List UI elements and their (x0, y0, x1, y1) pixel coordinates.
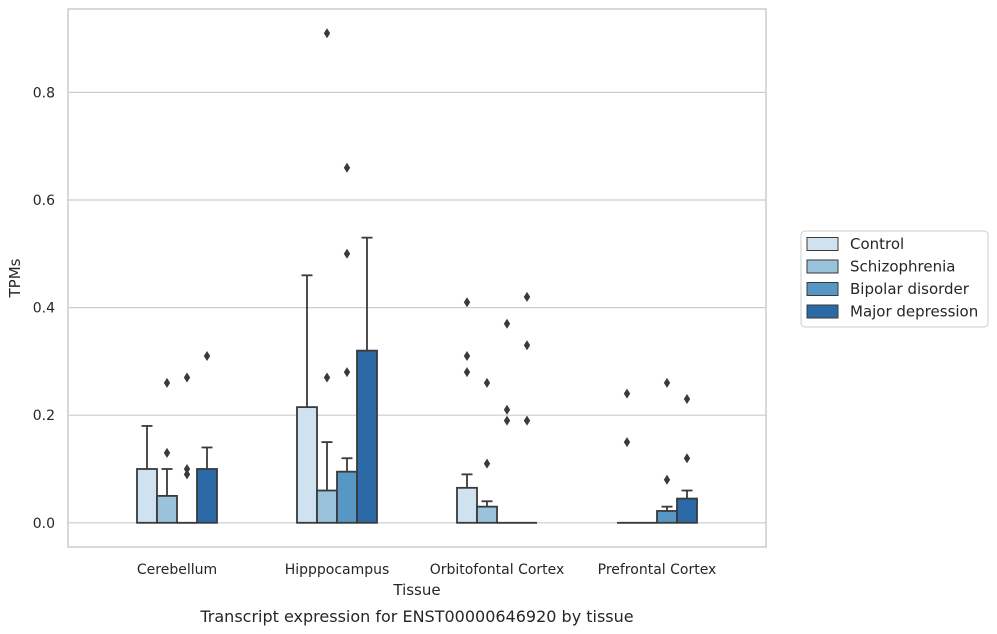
bar (196, 468, 218, 524)
x-tick-label: Prefrontal Cortex (598, 562, 717, 578)
outlier-point (623, 437, 631, 448)
outlier-point (183, 372, 191, 383)
x-tick-label: Orbitofontal Cortex (430, 562, 565, 578)
y-tick-label: 0.2 (33, 408, 55, 424)
x-ticks: Cerebellum Hipppocampus Orbitofontal Corte… (137, 562, 716, 578)
error-bars (141, 236, 693, 511)
outlier-point (163, 377, 171, 388)
outlier-point (323, 372, 331, 383)
outlier-point (463, 367, 471, 378)
outlier-point (323, 28, 331, 39)
outlier-point (483, 458, 491, 469)
x-axis-label: Tissue (392, 581, 440, 599)
y-axis-label: TPMs (6, 258, 24, 298)
y-tick-label: 0.8 (33, 85, 55, 101)
bar (356, 349, 378, 524)
outlier-point (343, 367, 351, 378)
legend-label: Bipolar disorder (850, 280, 970, 298)
outlier-point (163, 447, 171, 458)
outlier-point (503, 318, 511, 329)
outlier-point (463, 351, 471, 362)
legend-swatch (806, 282, 839, 296)
outlier-point (343, 162, 351, 173)
outlier-point (203, 351, 211, 362)
outlier-point (663, 377, 671, 388)
y-ticks: 0.0 0.2 0.4 0.6 0.8 (33, 85, 55, 531)
legend-frame (800, 230, 989, 328)
bar (456, 486, 478, 524)
bar (136, 468, 158, 524)
legend-label: Major depression (850, 303, 978, 321)
outlier-point (523, 415, 531, 426)
x-tick-label: Hipppocampus (285, 562, 390, 578)
outlier-point (523, 291, 531, 302)
legend-swatch (806, 237, 839, 251)
legend: Control Schizophrenia Bipolar disorder Majo… (800, 230, 989, 328)
outlier-point (623, 388, 631, 399)
chart-caption: Transcript expression for ENST0000064692… (199, 607, 633, 626)
y-tick-label: 0.4 (33, 301, 55, 317)
outlier-point (523, 340, 531, 351)
outlier-point (683, 394, 691, 405)
outlier-point (503, 404, 511, 415)
bar (676, 497, 698, 524)
bar (316, 489, 338, 524)
bar (476, 505, 498, 524)
plot-area (67, 8, 767, 548)
outlier-point (663, 474, 671, 485)
outlier-point (183, 469, 191, 480)
outlier-point (183, 463, 191, 474)
outlier-point (483, 377, 491, 388)
legend-swatch (806, 304, 839, 319)
legend-label: Control (850, 235, 904, 253)
outliers (163, 28, 691, 485)
outlier-point (683, 453, 691, 464)
bar (296, 406, 318, 524)
bar (656, 510, 678, 524)
y-tick-label: 0.6 (33, 193, 55, 209)
outlier-point (503, 415, 511, 426)
bar (336, 470, 358, 524)
legend-label: Schizophrenia (850, 258, 955, 276)
y-tick-label: 0.0 (33, 516, 55, 532)
grid-lines (68, 91, 766, 524)
outlier-point (343, 248, 351, 259)
outlier-point (463, 297, 471, 308)
bar (156, 494, 178, 524)
x-tick-label: Cerebellum (137, 562, 217, 578)
bars (136, 349, 698, 524)
legend-swatch (806, 259, 839, 274)
